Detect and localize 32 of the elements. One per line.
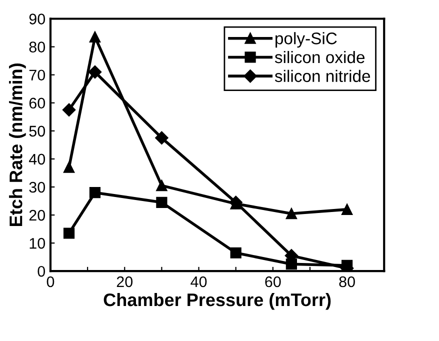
y-tick-label: 20 [29,210,46,221]
legend-label: silicon nitride [274,70,370,82]
y-tick-label: 50 [29,126,46,137]
x-axis-title: Chamber Pressure (mTorr) [104,292,331,310]
legend-label: poly-SiC [276,32,337,48]
point [62,103,76,116]
point [230,247,242,258]
y-tick-label: 80 [29,42,46,52]
y-tick-label: 0 [38,266,46,277]
point [63,228,75,239]
y-tick-label: 40 [28,154,46,165]
x-tick-label: 80 [339,276,355,288]
y-tick-label: 60 [29,98,46,109]
point [89,187,101,198]
point [88,65,102,79]
y-tick-label: 90 [29,14,46,24]
y-tick-label: 30 [29,182,46,193]
point [156,180,168,192]
x-tick-label: 0 [46,276,54,288]
y-tick-label: 70 [29,70,46,81]
x-tick-label: 20 [116,276,133,288]
point [63,162,75,173]
point [286,208,298,220]
x-tick-label: 40 [190,276,207,288]
point [89,31,101,43]
y-axis-title: Etch Rate (nm/min) [9,64,26,226]
x-tick-label: 60 [265,276,281,288]
point [156,196,168,208]
legend-label: silicon oxide [274,50,365,64]
point [155,131,168,145]
y-tick-label: 10 [30,238,46,249]
point [342,204,353,215]
